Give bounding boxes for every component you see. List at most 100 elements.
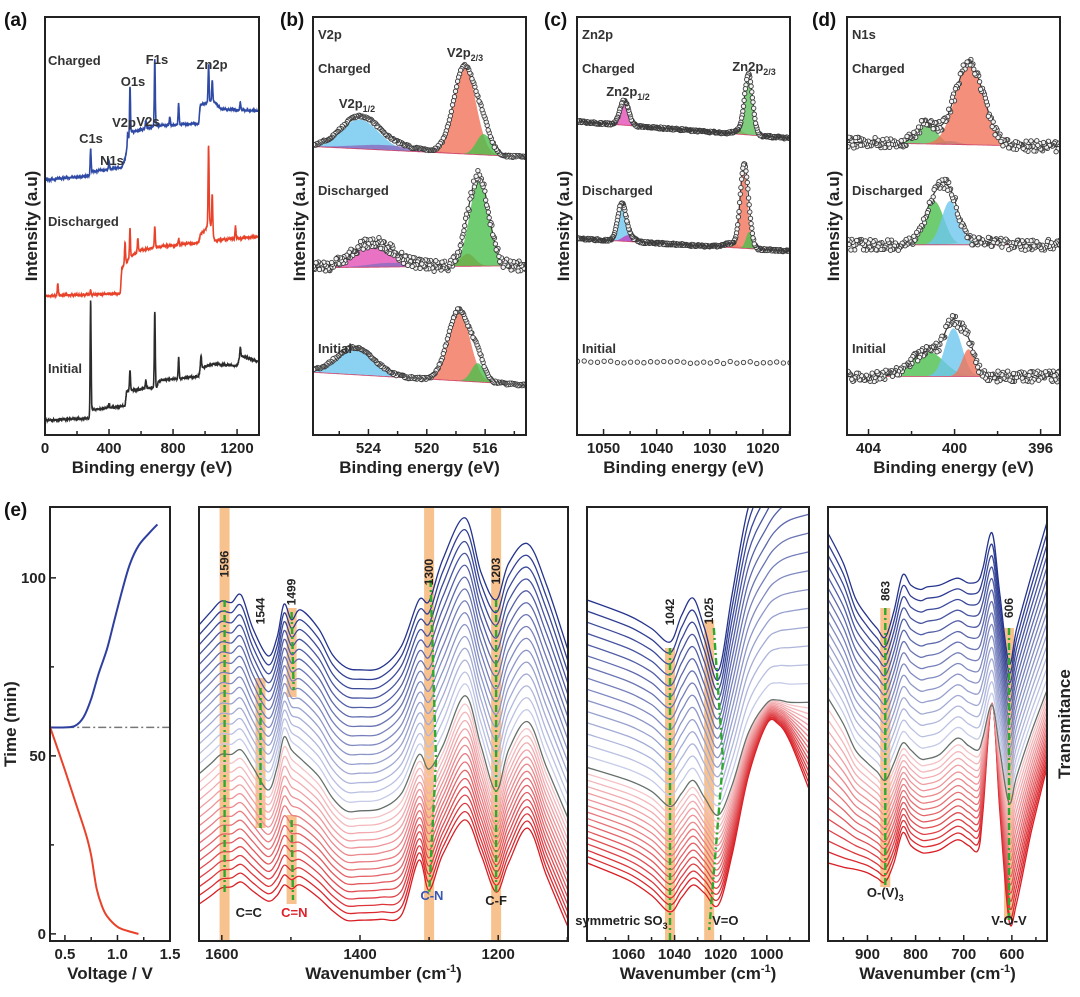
peak-label: V2p1/2 — [339, 96, 375, 114]
spectrum-curve — [828, 600, 1047, 730]
fit-component — [313, 134, 526, 157]
x-tick-label: 524 — [356, 440, 382, 457]
panel-d: N1s Charged Discharged Initial 404 400 396Bind… — [812, 10, 1061, 477]
data-point — [748, 220, 754, 227]
x-tick-label: 520 — [414, 440, 439, 457]
data-point — [975, 364, 981, 370]
fit-component — [577, 169, 790, 252]
plot-area — [199, 507, 568, 941]
x-tick-label: 1050 — [587, 440, 620, 457]
data-point — [747, 79, 754, 85]
data-point — [744, 174, 750, 180]
data-point — [985, 234, 992, 241]
data-point — [949, 94, 956, 100]
spectrum-curve — [828, 678, 1047, 795]
data-point — [483, 197, 489, 203]
fit-component — [847, 200, 1060, 245]
assignment-label: symmetric SO3 — [575, 913, 667, 931]
x-axis-label: Binding energy (eV) — [339, 458, 500, 477]
data-point — [399, 249, 405, 256]
x-axis-label: Binding energy (eV) — [873, 458, 1034, 477]
spectrum-curve — [199, 736, 568, 855]
band-label: 1499 — [285, 578, 299, 605]
plot-frame — [44, 16, 260, 436]
data-point — [621, 360, 627, 366]
y-axis-label: Intensity (a.u) — [22, 171, 41, 282]
spectrum-curve — [828, 703, 1047, 853]
data-point — [742, 86, 749, 92]
assignment-label: C-F — [485, 893, 507, 908]
band-highlight — [286, 815, 297, 904]
data-point — [463, 211, 470, 217]
x-tick-label: 1030 — [693, 440, 726, 457]
data-point — [608, 358, 614, 364]
x-axis-label-tail: ) — [456, 964, 462, 983]
curve-charge — [50, 523, 159, 729]
data-point — [748, 83, 754, 89]
plot-frame — [198, 506, 569, 942]
data-point — [454, 78, 461, 84]
band-label: 606 — [1002, 598, 1016, 618]
data-point — [751, 105, 757, 111]
data-point — [738, 176, 745, 182]
x-axis-label-superscript: -1 — [446, 963, 456, 975]
x-tick-label: 1.0 — [107, 946, 128, 963]
spectrum-curve — [828, 611, 1047, 740]
data-point — [895, 247, 901, 253]
data-point — [969, 242, 975, 248]
data-point — [848, 247, 854, 253]
x-tick-label: 400 — [942, 440, 967, 457]
fit-component — [577, 235, 790, 252]
panel-label: (e) — [4, 500, 27, 521]
peak-label-subscript: 1/2 — [637, 92, 650, 102]
plot-area — [828, 522, 1047, 927]
spectrum-curve — [587, 664, 809, 797]
spectrum-curve — [828, 544, 1047, 684]
spectrum-initial — [847, 313, 1060, 385]
data-point — [872, 134, 878, 141]
data-point — [624, 218, 630, 224]
data-point — [751, 111, 757, 117]
data-point — [459, 234, 465, 240]
spectrum-curve — [828, 633, 1047, 758]
assignment-label: V=O — [712, 913, 738, 928]
data-point — [701, 359, 707, 365]
spectrum-curve — [199, 761, 568, 877]
data-point — [911, 129, 917, 136]
spectrum-curve — [199, 576, 568, 718]
data-point — [914, 229, 920, 236]
spectrum-curve — [587, 507, 755, 681]
data-point — [752, 115, 758, 122]
plot-frame — [49, 506, 171, 942]
data-point — [486, 215, 492, 221]
spectrum-curve — [199, 540, 568, 690]
data-point — [469, 76, 475, 82]
data-point — [948, 192, 955, 198]
spectrum-charged — [577, 70, 790, 142]
assignment-label: C-N — [420, 888, 443, 903]
data-point — [581, 358, 587, 364]
x-tick-label: 1000 — [750, 946, 783, 963]
spectrum-curve — [587, 716, 809, 899]
data-point — [707, 360, 713, 366]
x-tick-label: 900 — [855, 946, 880, 963]
data-point — [998, 138, 1004, 145]
x-axis-label: Binding energy (eV) — [603, 458, 764, 477]
band-label: 863 — [878, 581, 892, 601]
data-point — [999, 244, 1005, 250]
peak-label: Zn2p — [196, 57, 227, 72]
x-axis-label-superscript: -1 — [761, 963, 771, 975]
x-tick-label: 404 — [856, 440, 882, 457]
data-point — [953, 204, 960, 211]
spectrum-curve — [587, 703, 809, 835]
spectrum-curve — [587, 712, 809, 878]
data-point — [446, 117, 453, 123]
x-tick-label: 700 — [951, 946, 976, 963]
spectrum-curve — [828, 703, 1047, 845]
data-point — [470, 334, 476, 341]
data-point — [874, 368, 880, 375]
spectrum-initial — [577, 358, 790, 367]
plot-area — [587, 507, 809, 941]
panel-c: Zn2pChargedDischargedInitialZn2p1/2Zn2p2… — [544, 10, 791, 477]
spectrum-curve — [587, 507, 762, 691]
